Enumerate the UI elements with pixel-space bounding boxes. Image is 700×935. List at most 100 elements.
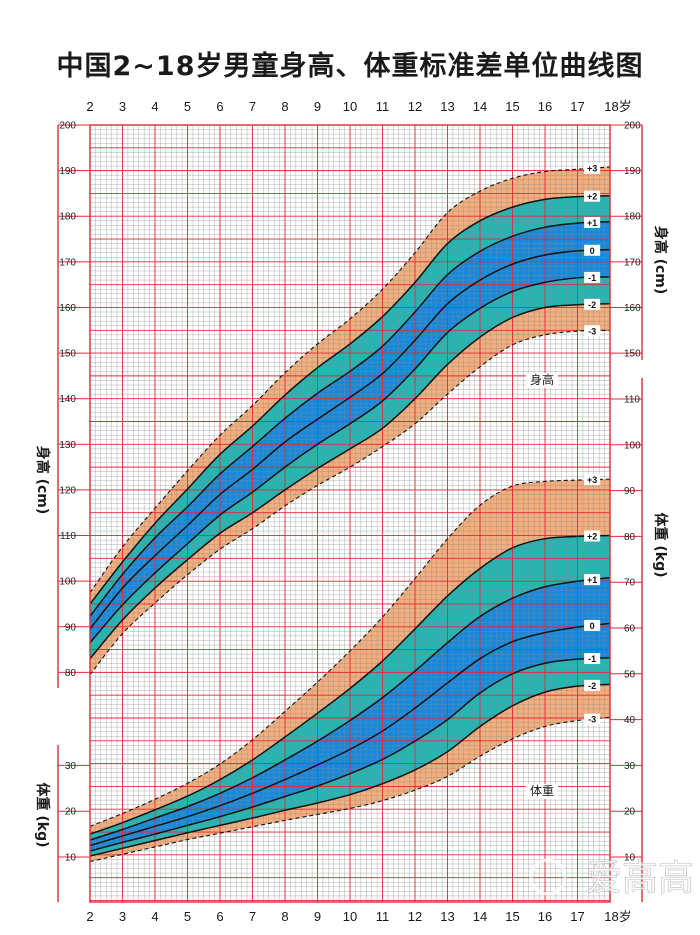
weight-sd-label: -2 — [588, 681, 596, 691]
height-left-tick-label: 200 — [59, 121, 76, 132]
weight-curve-sd-minus1 — [89, 657, 611, 852]
weight-sd-label: +2 — [587, 531, 597, 541]
age-tick-label-bottom: 18岁 — [604, 909, 631, 924]
height-chart-label-bg — [526, 373, 558, 388]
weight-sd-label: -1 — [588, 654, 596, 664]
age-tick-label-bottom: 16 — [538, 909, 552, 924]
weight-axis-title-left: 体重 (kg) — [34, 782, 51, 847]
age-tick-label-top: 4 — [151, 99, 158, 114]
age-tick-label-top: 9 — [314, 99, 321, 114]
weight-chart-label: 体重 — [530, 784, 554, 798]
height-curve-sd-plus3 — [89, 166, 611, 593]
weight-right-tick-label: 20 — [624, 807, 636, 818]
age-tick-label-top: 17 — [570, 99, 584, 114]
watermark-logo-icon — [529, 858, 567, 896]
height-sd-label: +3 — [587, 164, 597, 174]
weight-sd-label-bg — [584, 713, 601, 725]
height-chart-label: 身高 — [530, 372, 554, 387]
weight-left-tick-label: 10 — [65, 853, 77, 864]
weight-sd-label-bg — [584, 619, 601, 631]
weight-right-tick-label: 40 — [624, 715, 636, 726]
watermark: 爱高高 www.aigaogao.cn — [529, 858, 694, 914]
height-right-tick-label: 170 — [624, 257, 641, 268]
age-tick-label-top: 5 — [184, 99, 191, 114]
age-tick-label-bottom: 14 — [473, 909, 487, 924]
height-sd-label-bg — [584, 298, 601, 310]
weight-right-tick-label: 70 — [624, 578, 636, 589]
age-tick-label-top: 15 — [505, 99, 519, 114]
height-left-tick-label: 110 — [60, 531, 76, 542]
age-tick-label-top: 11 — [376, 99, 390, 114]
weight-left-tick-label: 20 — [65, 807, 77, 818]
weight-axis-title-right: 体重 (kg) — [652, 512, 669, 577]
weight-sd-label-bg — [584, 574, 601, 586]
weight-right-tick-label: 30 — [624, 761, 636, 772]
weight-sd-label-bg — [584, 679, 601, 691]
height-left-tick-label: 140 — [59, 394, 76, 405]
age-tick-label-bottom: 15 — [505, 909, 519, 924]
age-tick-label-top: 10 — [343, 99, 357, 114]
age-tick-label-bottom: 5 — [184, 909, 191, 924]
age-tick-label-bottom: 11 — [376, 909, 390, 924]
height-sd-label-bg — [584, 325, 601, 337]
age-tick-label-top: 12 — [408, 99, 422, 114]
weight-right-tick-label: 100 — [624, 440, 641, 451]
chart-title: 中国2~18岁男童身高、体重标准差单位曲线图 — [56, 51, 644, 82]
height-sd-label: -2 — [588, 300, 596, 310]
height-axis-title-right: 身高 (cm) — [652, 226, 669, 295]
age-tick-label-bottom: 17 — [570, 909, 584, 924]
age-tick-label-bottom: 10 — [343, 909, 357, 924]
age-tick-label-bottom: 13 — [440, 909, 454, 924]
height-left-tick-label: 120 — [59, 485, 76, 496]
age-tick-label-top: 2 — [86, 99, 93, 114]
age-tick-label-bottom: 4 — [151, 909, 158, 924]
height-sd-label: +1 — [587, 218, 597, 228]
height-sd-label: -1 — [588, 273, 596, 283]
weight-chart-label-bg — [526, 784, 558, 799]
weight-sd-label: 0 — [590, 621, 595, 631]
height-right-tick-label: 200 — [624, 121, 641, 132]
weight-sd-label-bg — [584, 474, 601, 486]
height-left-tick-label: 90 — [65, 622, 77, 633]
height-left-tick-label: 150 — [59, 349, 76, 360]
height-sd-label-bg — [584, 244, 601, 256]
height-curve-sd-plus1 — [89, 220, 611, 617]
age-tick-label-bottom: 12 — [408, 909, 422, 924]
height-sd-label-bg — [584, 162, 601, 174]
watermark-text: 爱高高 — [586, 858, 694, 899]
age-tick-label-bottom: 7 — [249, 909, 256, 924]
age-tick-label-bottom: 8 — [281, 909, 288, 924]
age-tick-label-top: 14 — [473, 99, 487, 114]
weight-right-tick-label: 60 — [624, 624, 636, 635]
plot-frame — [89, 124, 611, 903]
height-sd-label-bg — [584, 216, 601, 228]
height-curve-sd-minus2 — [89, 303, 611, 660]
age-tick-label-bottom: 2 — [86, 909, 93, 924]
age-tick-label-top: 8 — [281, 99, 288, 114]
weight-right-tick-label: 110 — [624, 395, 640, 406]
weight-sd-label: -3 — [588, 715, 596, 725]
height-left-tick-label: 100 — [59, 577, 76, 588]
height-sd-label-bg — [584, 271, 601, 283]
height-axis-title-left: 身高 (cm) — [34, 446, 51, 515]
age-tick-label-top: 6 — [216, 99, 223, 114]
height-sd-label: 0 — [590, 246, 595, 256]
weight-left-tick-label: 30 — [65, 761, 77, 772]
height-sd-label: +2 — [587, 192, 597, 202]
weight-sd-label-bg — [584, 653, 601, 665]
height-left-tick-label: 180 — [59, 212, 76, 223]
height-curve-sd-0 — [89, 248, 611, 630]
age-tick-label-bottom: 6 — [216, 909, 223, 924]
age-tick-label-top: 7 — [249, 99, 256, 114]
height-curve-sd-minus3 — [89, 329, 611, 676]
watermark-subtext: www.aigaogao.cn — [612, 904, 684, 914]
weight-curve-sd-plus1 — [89, 576, 611, 841]
height-left-tick-label: 160 — [59, 303, 76, 314]
weight-right-tick-label: 10 — [624, 853, 636, 864]
height-sd-label-bg — [584, 190, 601, 202]
label-layer: -3 -2 -1 0 +1 +2 +3 -3 -2 -1 0 +1 +2 +3 — [584, 162, 601, 725]
age-tick-label-top: 3 — [119, 99, 126, 114]
weight-curve-sd-plus3 — [89, 478, 611, 827]
